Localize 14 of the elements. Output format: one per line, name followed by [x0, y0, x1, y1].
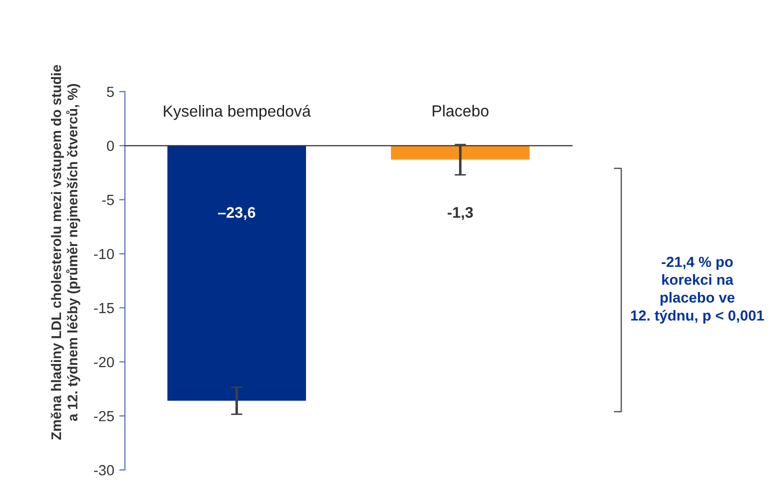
- data-label: -1,3: [448, 207, 473, 220]
- x-tick-label: Placebo: [432, 104, 488, 117]
- text: -21,4 % po korekci na placebo ve 12. týdnu, p < 0,001: [631, 256, 764, 324]
- y-tick-label: -15: [94, 303, 114, 314]
- y-tick-label: 0: [106, 140, 114, 152]
- y-tick-label: -25: [94, 411, 114, 422]
- y-axis-title: Změna hladiny LDL cholesterolu mezi vstupem do studie a 12. týdnem léčby (průměr nejmenších čtverců, %): [50, 65, 80, 440]
- y-tick-label: -20: [94, 356, 114, 368]
- y-tick-label: -10: [94, 248, 114, 260]
- y-tick-label: 5: [106, 86, 114, 98]
- x-tick-label: Kyselina bempedová: [164, 104, 311, 120]
- y-tick-label: -30: [94, 465, 114, 476]
- y-tick-label: -5: [102, 194, 114, 206]
- data-label: –23,6: [218, 207, 256, 220]
